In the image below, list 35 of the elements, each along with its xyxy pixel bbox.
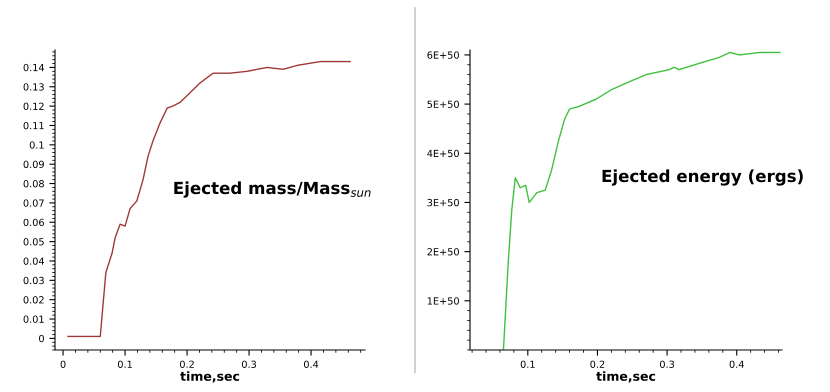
- y-tick-label: 0.01: [24, 316, 44, 323]
- y-tick-label: 0.02: [24, 296, 44, 304]
- y-tick-label: 0.09: [24, 160, 44, 168]
- y-tick-label: 0.08: [24, 180, 44, 188]
- x-tick-label: 0.3: [242, 360, 256, 368]
- y-tick-label: 0.06: [24, 218, 44, 226]
- x-tick-label: 0.4: [304, 360, 318, 368]
- y-tick-label: 0.05: [24, 238, 44, 246]
- annotation: Ejected energy (ergs): [602, 169, 803, 186]
- y-tick-label: 5E+50: [427, 100, 459, 108]
- y-tick-label: 4E+50: [427, 150, 459, 158]
- annotation: Ejected mass/Mass$_{sun}$: [174, 181, 371, 198]
- x-tick-label: 0.2: [180, 360, 194, 368]
- x-axis-title: time,sec: [596, 371, 656, 382]
- y-tick-label: 0.1: [30, 141, 44, 149]
- x-axis-title: time,sec: [180, 371, 240, 382]
- y-tick-label: 0: [39, 334, 44, 342]
- x-tick-label: 0.3: [660, 360, 674, 368]
- y-tick-label: 0.03: [24, 276, 44, 284]
- y-tick-label: 0.13: [24, 83, 44, 91]
- x-tick-label: 0.1: [118, 360, 132, 368]
- y-tick-label: 2E+50: [427, 248, 459, 256]
- y-tick-label: 0.12: [24, 102, 44, 110]
- y-tick-label: 3E+50: [427, 198, 459, 206]
- x-tick-label: 0: [60, 360, 66, 368]
- x-tick-label: 0.2: [590, 360, 604, 368]
- y-tick-label: 6E+50: [427, 51, 459, 59]
- line-series: [67, 60, 351, 338]
- y-tick-label: 1E+50: [428, 297, 459, 305]
- y-tick-label: 0.11: [24, 122, 44, 130]
- y-tick-label: 0.04: [24, 257, 44, 265]
- y-tick-label: 0.07: [24, 199, 44, 207]
- x-tick-label: 0.4: [730, 360, 744, 368]
- x-tick-label: 0.1: [520, 360, 535, 368]
- y-tick-label: 0.14: [24, 64, 44, 72]
